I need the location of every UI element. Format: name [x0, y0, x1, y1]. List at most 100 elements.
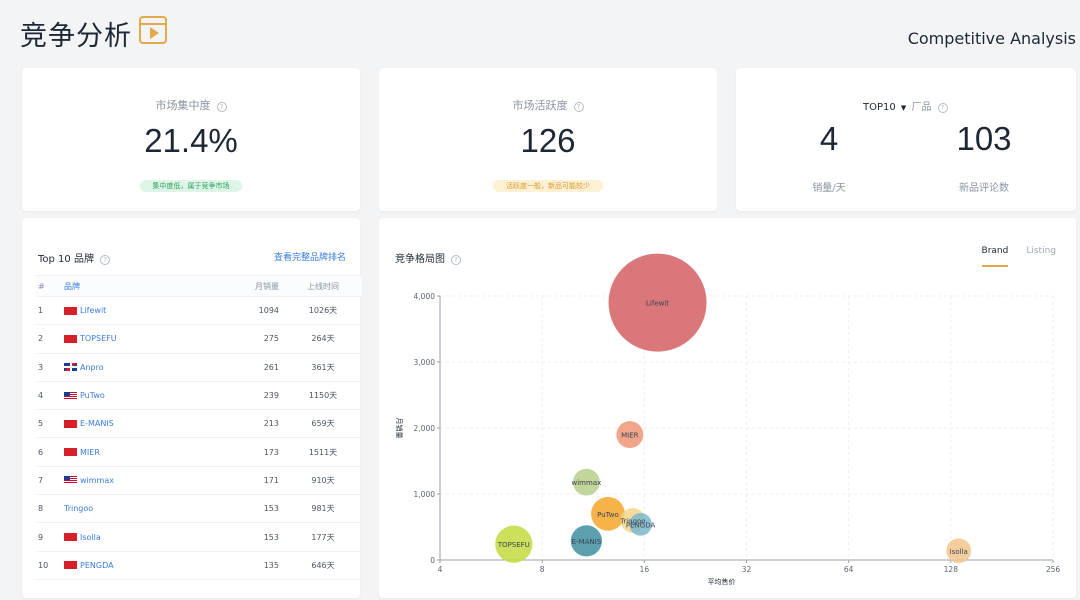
- sales-cell: 261: [263, 362, 279, 372]
- kpi-label: 厂品: [911, 102, 932, 113]
- rank-cell: 9: [38, 532, 44, 542]
- y-tick-label: 4,000: [414, 292, 436, 301]
- y-axis-label: 月销量: [395, 418, 404, 439]
- bubble-point: [573, 468, 600, 496]
- column-header[interactable]: 月销量: [255, 281, 279, 291]
- table-row[interactable]: 4 PuTwo 239 1150天: [36, 382, 362, 411]
- brand-link[interactable]: Isolla: [80, 532, 101, 542]
- country-flag-icon: [64, 391, 77, 400]
- launch-days-cell: 1026天: [308, 306, 338, 316]
- chart-tabs: Brand Listing: [981, 246, 1056, 267]
- y-tick-label: 1,000: [414, 490, 436, 499]
- x-tick-label: 16: [640, 565, 650, 574]
- bubble-label: Lifewit: [646, 300, 669, 308]
- help-icon[interactable]: ?: [99, 255, 110, 265]
- brand-cell: wimmax: [64, 476, 199, 485]
- brand-cell: E-MANIS: [64, 419, 199, 428]
- x-axis-label: 平均售价: [708, 577, 736, 586]
- brand-link[interactable]: Tringoo: [64, 504, 94, 514]
- rank-cell: 8: [38, 504, 44, 514]
- sales-cell: 171: [263, 475, 279, 485]
- bubble-point: [591, 496, 625, 531]
- brand-link[interactable]: Anpro: [80, 362, 104, 372]
- brand-cell: PENGDA: [64, 561, 199, 570]
- sales-cell: 153: [263, 532, 279, 542]
- help-icon[interactable]: ?: [573, 102, 584, 112]
- help-icon[interactable]: ?: [451, 255, 461, 265]
- bubble-point: [629, 513, 652, 536]
- country-flag-icon: [64, 419, 77, 428]
- bubble-label: PuTwo: [597, 511, 619, 519]
- sales-cell: 213: [263, 419, 279, 429]
- y-tick-label: 2,000: [414, 424, 436, 433]
- rank-cell: 1: [38, 306, 44, 316]
- brand-cell: Anpro: [64, 363, 199, 372]
- kpi-card-brand: TOP10 ▼ 厂品? 4 103 销量/天 新品评论数: [736, 68, 1076, 211]
- sales-cell: 239: [263, 391, 279, 401]
- bubble-point: [946, 538, 972, 564]
- rank-cell: 6: [38, 447, 44, 457]
- country-flag-icon: [64, 363, 77, 372]
- bubble-label: wimmax: [572, 479, 602, 487]
- brand-link[interactable]: TOPSEFU: [80, 334, 117, 344]
- bubble-point: [570, 525, 602, 557]
- bubble-chart[interactable]: 4 8 16 32 64 128 256 0 1,000 2,000 3,000 4,000 平均售价 月…: [379, 218, 1076, 598]
- kpi-value: 103: [956, 120, 1012, 157]
- bubble-point: [495, 525, 533, 563]
- column-header: #: [38, 281, 45, 291]
- column-header[interactable]: 上线时间: [307, 281, 339, 291]
- sales-cell: 173: [263, 447, 279, 457]
- bubble-point: [608, 253, 707, 352]
- video-icon[interactable]: [139, 16, 167, 44]
- rank-cell: 5: [38, 419, 44, 429]
- table-row[interactable]: 1 Lifewit 1094 1026天: [36, 297, 362, 326]
- page-subtitle: Competitive Analysis: [907, 29, 1076, 48]
- table-row[interactable]: 8 Tringoo 153 981天: [36, 495, 362, 524]
- table-row[interactable]: 10 PENGDA 135 646天: [36, 552, 362, 580]
- brand-cell: PuTwo: [64, 391, 199, 400]
- chevron-down-icon[interactable]: ▼: [900, 104, 907, 112]
- launch-days-cell: 1511天: [308, 447, 338, 457]
- kpi-value: 4: [819, 120, 839, 157]
- brand-link[interactable]: MIER: [80, 447, 100, 457]
- view-full-ranking-link[interactable]: 查看完整品牌排名: [273, 253, 346, 263]
- kpi-label: 市场集中度: [155, 99, 211, 112]
- table-row[interactable]: 6 MIER 173 1511天: [36, 438, 362, 467]
- x-tick-label: 4: [438, 565, 443, 574]
- kpi-card-concentration: 市场集中度? 21.4% 集中度低，属于竞争市场: [22, 68, 360, 211]
- top10-panel: Top 10 品牌? 查看完整品牌排名 # 品牌 月销量 上线时间 1 Lifew…: [22, 218, 362, 598]
- tab-listing[interactable]: Listing: [1026, 246, 1056, 256]
- tab-brand[interactable]: Brand: [981, 246, 1009, 267]
- brand-link[interactable]: wimmax: [80, 475, 114, 485]
- brand-link[interactable]: Lifewit: [80, 306, 107, 316]
- table-row[interactable]: 7 wimmax 171 910天: [36, 467, 362, 496]
- help-icon[interactable]: ?: [937, 103, 948, 113]
- competition-panel: 竞争格局图? Brand Listing 4 8 16 32 64 128 256 0 1,00…: [379, 218, 1076, 598]
- panel-title: 竞争格局图: [395, 254, 445, 265]
- x-tick-label: 256: [1046, 565, 1061, 574]
- brand-cell: Lifewit: [64, 306, 199, 315]
- sales-cell: 135: [263, 560, 279, 570]
- rank-cell: 10: [38, 560, 49, 570]
- kpi-label: 新品评论数: [959, 183, 1009, 194]
- page-title: 竞争分析: [20, 21, 132, 52]
- country-flag-icon: [64, 476, 77, 485]
- column-header[interactable]: 品牌: [64, 281, 80, 291]
- table-row[interactable]: 9 Isolla 153 177天: [36, 523, 362, 552]
- launch-days-cell: 910天: [311, 475, 335, 485]
- kpi-label: 市场活跃度: [512, 99, 568, 112]
- top10-select[interactable]: TOP10: [863, 102, 896, 113]
- help-icon[interactable]: ?: [216, 102, 227, 112]
- brand-link[interactable]: E-MANIS: [80, 419, 114, 429]
- table-row[interactable]: 3 Anpro 261 361天: [36, 354, 362, 382]
- table-row[interactable]: 2 TOPSEFU 275 264天: [36, 325, 362, 354]
- brand-link[interactable]: PENGDA: [80, 560, 114, 570]
- x-tick-label: 64: [844, 565, 854, 574]
- launch-days-cell: 659天: [311, 419, 335, 429]
- brand-cell: Tringoo: [64, 504, 199, 513]
- launch-days-cell: 264天: [311, 334, 335, 344]
- bubble-label: PENGDA: [626, 521, 656, 529]
- table-row[interactable]: 5 E-MANIS 213 659天: [36, 410, 362, 439]
- brand-link[interactable]: PuTwo: [80, 391, 105, 401]
- rank-cell: 3: [38, 362, 44, 372]
